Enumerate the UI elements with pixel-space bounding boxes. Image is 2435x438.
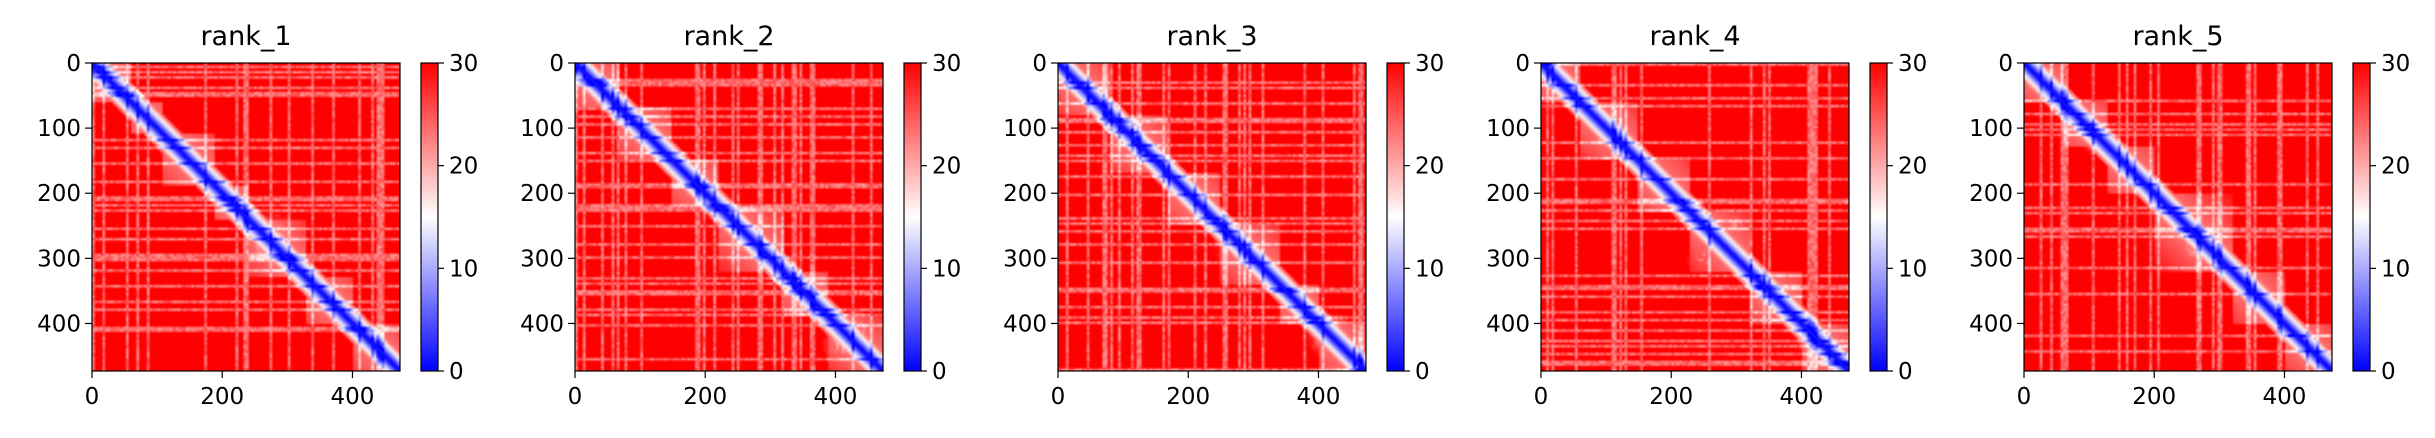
colorbar-tick-label: 10 <box>932 256 961 282</box>
y-tick-label: 400 <box>520 311 564 337</box>
y-tick-label: 0 <box>1515 51 1530 77</box>
y-tick-label: 100 <box>37 116 81 142</box>
colorbar-tick-label: 30 <box>2381 51 2410 77</box>
axes-frame <box>1057 62 1367 372</box>
colorbar-tick-label: 30 <box>449 51 478 77</box>
y-tick-label: 100 <box>1969 116 2013 142</box>
panel-title: rank_4 <box>1649 21 1740 52</box>
colorbar-tick-label: 20 <box>1898 154 1927 180</box>
y-tick-label: 200 <box>1969 181 2013 207</box>
y-tick-label: 200 <box>520 181 564 207</box>
colorbar-tick-label: 20 <box>1415 154 1444 180</box>
x-tick-label: 0 <box>568 384 583 410</box>
panel-1: rank_1 0 200 400 0 100 200 300 400 0 10 20 30 <box>37 21 478 410</box>
y-tick-label: 300 <box>37 246 81 272</box>
x-tick-label: 200 <box>200 384 244 410</box>
x-tick-label: 200 <box>2132 384 2176 410</box>
diagonal-band <box>1540 62 1850 372</box>
y-tick-label: 300 <box>520 246 564 272</box>
panel-title: rank_2 <box>683 21 774 52</box>
colorbar-tick-label: 10 <box>1415 256 1444 282</box>
y-tick-label: 300 <box>1486 246 1530 272</box>
colorbar-tick-label: 30 <box>1415 51 1444 77</box>
diagonal-band <box>1057 62 1367 372</box>
colorbar-tick-label: 0 <box>932 359 947 385</box>
diagonal-band <box>91 62 401 372</box>
y-tick-label: 100 <box>1003 116 1047 142</box>
colorbar-tick-label: 20 <box>932 154 961 180</box>
axes-frame <box>1540 62 1850 372</box>
panel-2: rank_2 0 200 400 0 100 200 300 400 0 10 20 30 <box>520 21 961 410</box>
colorbar-tick-label: 10 <box>2381 256 2410 282</box>
y-tick-label: 0 <box>1998 51 2013 77</box>
y-tick-label: 400 <box>37 311 81 337</box>
colorbar-tick-label: 20 <box>2381 154 2410 180</box>
y-tick-label: 0 <box>549 51 564 77</box>
x-tick-label: 200 <box>1649 384 1693 410</box>
x-tick-label: 400 <box>814 384 858 410</box>
panel-3: rank_3 0 200 400 0 100 200 300 400 0 10 20 30 <box>1003 21 1444 410</box>
y-tick-label: 100 <box>520 116 564 142</box>
x-tick-label: 0 <box>85 384 100 410</box>
diagonal-band <box>2023 62 2333 372</box>
colorbar-tick-label: 0 <box>1415 359 1430 385</box>
x-tick-label: 400 <box>331 384 375 410</box>
x-tick-label: 200 <box>1166 384 1210 410</box>
colorbar <box>2352 62 2371 372</box>
colorbar-tick-label: 10 <box>1898 256 1927 282</box>
y-tick-label: 300 <box>1003 246 1047 272</box>
y-tick-label: 0 <box>1032 51 1047 77</box>
colorbar-tick-label: 0 <box>1898 359 1913 385</box>
colorbar-tick-label: 20 <box>449 154 478 180</box>
x-tick-label: 0 <box>2017 384 2032 410</box>
colorbar <box>420 62 439 372</box>
panel-title: rank_1 <box>200 21 291 52</box>
panel-title: rank_5 <box>2132 21 2223 52</box>
colorbar <box>1386 62 1405 372</box>
colorbar-tick-label: 0 <box>2381 359 2396 385</box>
y-tick-label: 400 <box>1003 311 1047 337</box>
panel-4: rank_4 0 200 400 0 100 200 300 400 0 10 20 30 <box>1486 21 1927 410</box>
colorbar-tick-label: 30 <box>932 51 961 77</box>
x-tick-label: 0 <box>1051 384 1066 410</box>
y-tick-label: 400 <box>1969 311 2013 337</box>
axes-frame <box>91 62 401 372</box>
x-tick-label: 400 <box>1297 384 1341 410</box>
panel-5: rank_5 0 200 400 0 100 200 300 400 0 10 20 30 <box>1969 21 2410 410</box>
axes-frame <box>2023 62 2333 372</box>
y-tick-label: 200 <box>1486 181 1530 207</box>
y-tick-label: 200 <box>37 181 81 207</box>
y-tick-label: 200 <box>1003 181 1047 207</box>
y-tick-label: 0 <box>66 51 81 77</box>
panel-title: rank_3 <box>1166 21 1257 52</box>
diagonal-band <box>574 62 884 372</box>
y-tick-label: 300 <box>1969 246 2013 272</box>
colorbar-tick-label: 0 <box>449 359 464 385</box>
colorbar <box>1869 62 1888 372</box>
x-tick-label: 400 <box>1780 384 1824 410</box>
x-tick-label: 200 <box>683 384 727 410</box>
colorbar-tick-label: 30 <box>1898 51 1927 77</box>
y-tick-label: 100 <box>1486 116 1530 142</box>
axes-frame <box>574 62 884 372</box>
colorbar <box>903 62 922 372</box>
y-tick-label: 400 <box>1486 311 1530 337</box>
colorbar-tick-label: 10 <box>449 256 478 282</box>
x-tick-label: 400 <box>2263 384 2307 410</box>
x-tick-label: 0 <box>1534 384 1549 410</box>
